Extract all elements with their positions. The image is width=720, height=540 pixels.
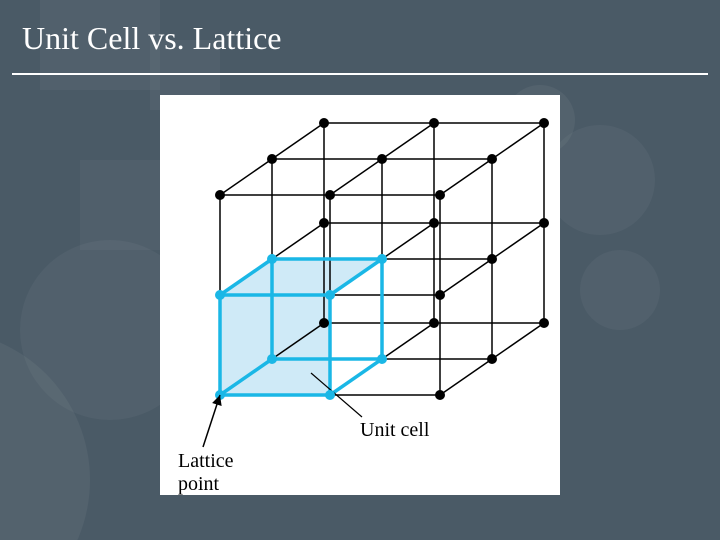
label-lattice-point: Latticepoint: [178, 450, 234, 496]
label-unit-cell: Unit cell: [360, 419, 429, 442]
title-underline: [12, 73, 708, 75]
slide-title: Unit Cell vs. Lattice: [22, 20, 698, 57]
slide-header: Unit Cell vs. Lattice: [0, 0, 720, 67]
diagram-container: Latticepoint Unit cell: [160, 95, 560, 495]
